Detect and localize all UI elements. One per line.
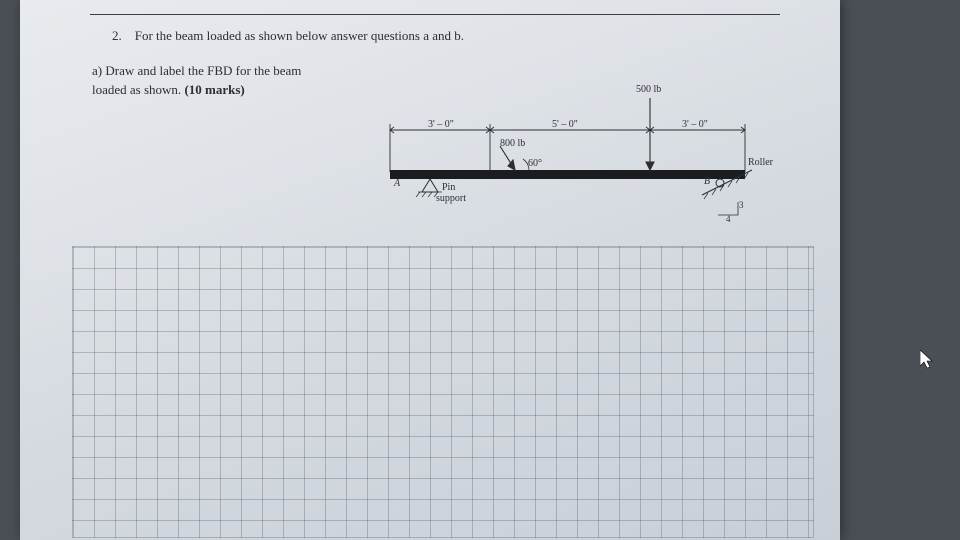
angle-60-label: 60° <box>528 158 542 169</box>
load-500-arrow <box>646 98 654 170</box>
question-part-a: a) Draw and label the FBD for the beam l… <box>92 62 322 100</box>
worksheet-page: 2. For the beam loaded as shown below an… <box>20 0 840 540</box>
pin-label: Pin <box>442 182 455 193</box>
question-number: 2. <box>112 28 122 43</box>
slope-run: 4 <box>726 214 731 224</box>
load-500-label: 500 lb <box>636 84 661 95</box>
dim-2-label: 5' – 0" <box>552 119 578 130</box>
header-rule <box>90 14 780 15</box>
slope-rise: 3 <box>739 200 744 210</box>
beam-body <box>390 170 745 179</box>
answer-grid <box>72 246 814 538</box>
dim-3-label: 3' – 0" <box>682 119 708 130</box>
dim-1-label: 3' – 0" <box>428 119 454 130</box>
question-text: For the beam loaded as shown below answe… <box>135 28 464 43</box>
load-800-arrow <box>500 146 529 170</box>
part-a-marks: (10 marks) <box>184 82 244 97</box>
load-800-label: 800 lb <box>500 138 525 149</box>
beam-svg <box>350 52 780 227</box>
point-A-label: A <box>394 178 400 189</box>
roller-label: Roller <box>748 157 773 168</box>
point-B-label: B <box>704 176 710 187</box>
beam-diagram: 3' – 0" 5' – 0" 3' – 0" 500 lb 800 lb 60… <box>350 52 780 222</box>
question-header: 2. For the beam loaded as shown below an… <box>112 28 464 44</box>
mouse-cursor-icon <box>920 350 936 375</box>
support-label: support <box>436 193 466 204</box>
